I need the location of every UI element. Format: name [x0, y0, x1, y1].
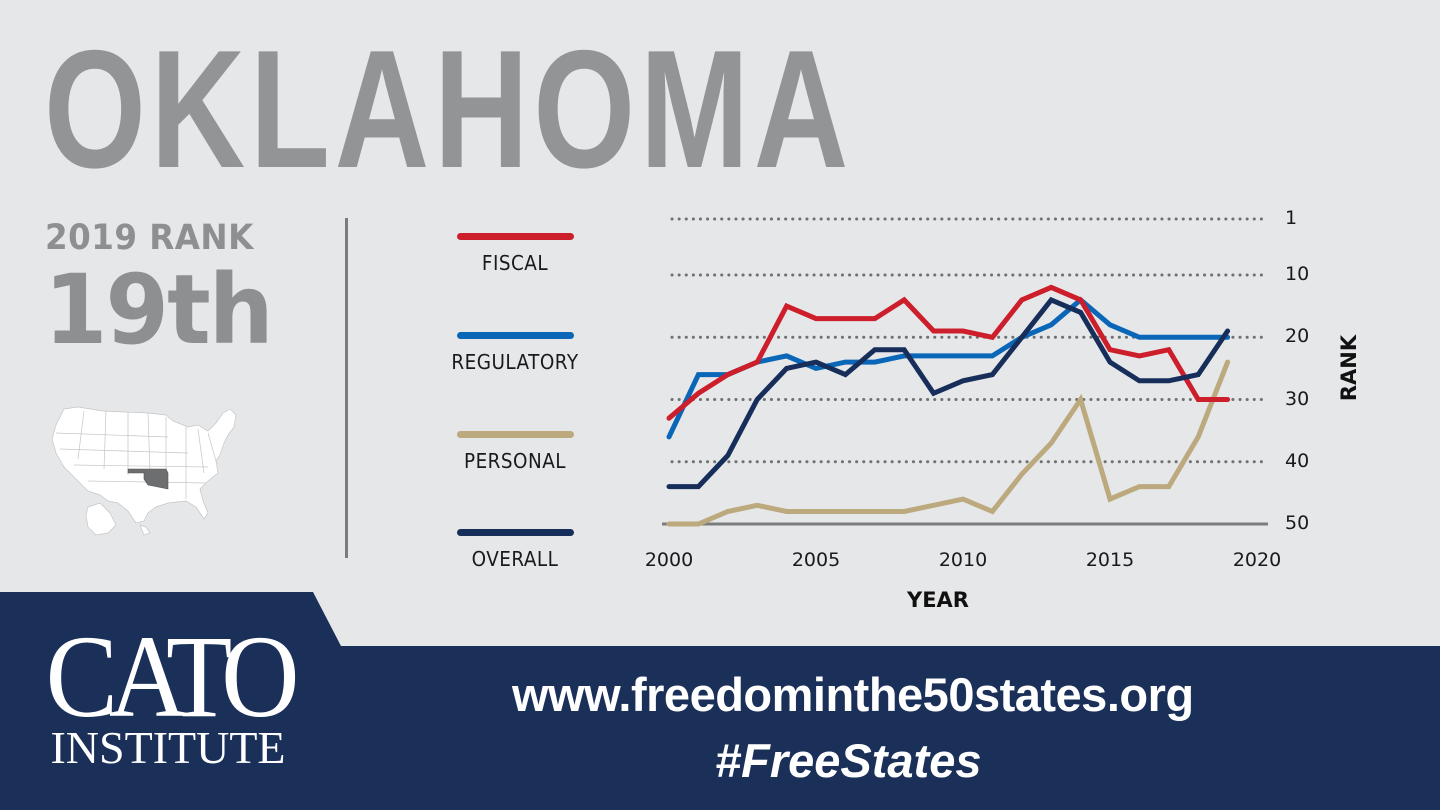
legend-swatch-personal	[456, 431, 574, 438]
legend-label: OVERALL	[471, 547, 559, 571]
rank-label: 2019 RANK	[45, 218, 254, 258]
legend-label: PERSONAL	[464, 449, 566, 473]
vertical-divider	[345, 218, 348, 558]
legend-item-fiscal: FISCAL	[440, 233, 590, 275]
rank-value: 19th	[44, 254, 274, 366]
legend-swatch-fiscal	[456, 233, 574, 240]
legend-item-overall: OVERALL	[440, 529, 590, 571]
us-map-icon	[51, 406, 237, 536]
legend-label: REGULATORY	[451, 350, 579, 374]
legend-label: FISCAL	[481, 251, 549, 275]
page-title: OKLAHOMA	[44, 15, 854, 203]
legend-swatch-overall	[456, 529, 574, 536]
cato-institute-logo: CATO INSTITUTE	[33, 611, 303, 773]
hashtag: #FreeStates	[715, 734, 982, 787]
website-url: www.freedominthe50states.org	[512, 668, 1194, 721]
logo-institute-text: INSTITUTE	[50, 722, 286, 773]
logo-cato-text: CATO	[45, 611, 300, 742]
oklahoma-highlight	[127, 468, 169, 490]
legend-swatch-regulatory	[456, 332, 574, 339]
legend-item-personal: PERSONAL	[440, 431, 590, 473]
legend-item-regulatory: REGULATORY	[440, 332, 590, 374]
